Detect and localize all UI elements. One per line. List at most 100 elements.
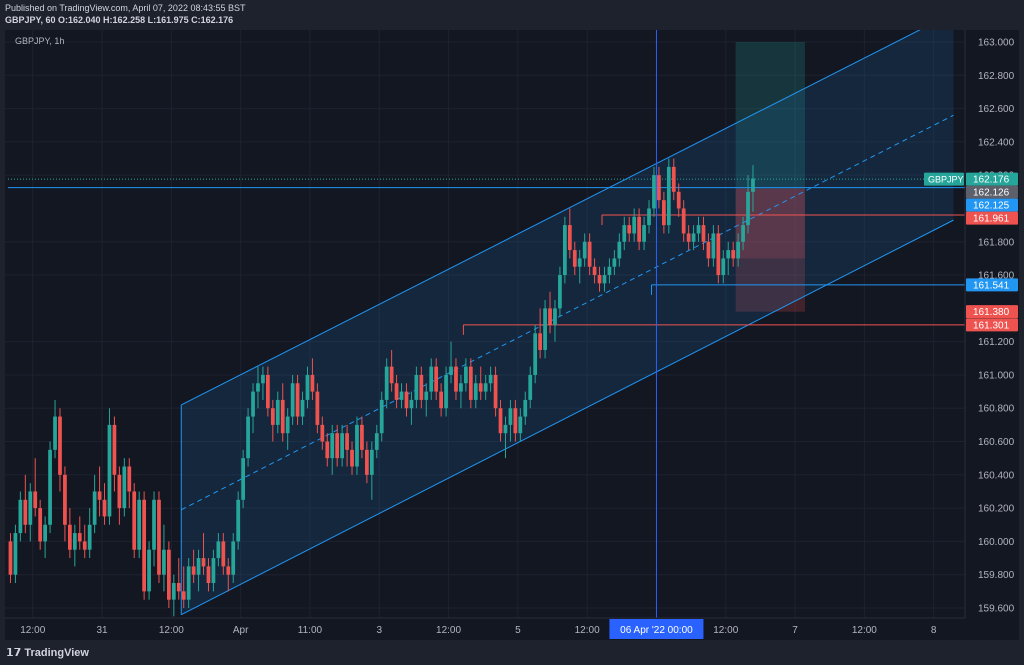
candle-body — [82, 541, 87, 550]
candle-body — [365, 449, 369, 475]
candle-body — [731, 250, 736, 259]
candle-body — [701, 225, 706, 242]
chart-svg[interactable]: 163.000162.800162.600162.400162.200161.8… — [5, 30, 1019, 640]
chart-pane[interactable]: 163.000162.800162.600162.400162.200161.8… — [5, 30, 1019, 640]
candle-body — [97, 491, 102, 500]
candle-body — [741, 225, 745, 242]
crosshair-time-label: 06 Apr '22 00:00 — [620, 625, 693, 636]
x-tick-label: Apr — [233, 625, 249, 636]
candle-body — [622, 225, 627, 242]
price-label-badge — [966, 305, 1018, 319]
price-label-badge — [966, 278, 1018, 292]
candle-body — [592, 266, 597, 276]
candle-body — [43, 524, 47, 542]
candle-body — [305, 374, 310, 400]
y-tick-label: 159.600 — [978, 604, 1015, 615]
candle-body — [300, 399, 305, 417]
x-tick-label: 12:00 — [20, 625, 45, 636]
x-tick-label: 31 — [96, 625, 108, 636]
y-tick-label: 160.800 — [978, 404, 1015, 415]
candle-body — [483, 383, 488, 392]
candle-body — [330, 433, 335, 459]
candle-body — [92, 491, 97, 525]
candle-body — [434, 366, 439, 392]
candle-body — [112, 424, 117, 475]
time-axis-bg — [5, 618, 1019, 640]
candle-body — [221, 541, 226, 567]
candle-body — [652, 175, 656, 209]
crosshair-time-badge — [609, 619, 704, 639]
candle-body — [612, 258, 617, 267]
candle-body — [181, 591, 186, 600]
y-tick-label: 159.800 — [978, 570, 1015, 581]
tradingview-logo: 𝟭𝟳 TradingView — [6, 646, 89, 659]
price-label-text: 161.541 — [973, 280, 1010, 291]
candle-body — [211, 558, 216, 584]
candle-body — [627, 225, 632, 234]
candle-body — [662, 200, 666, 226]
candle-body — [162, 549, 166, 575]
candle-body — [266, 374, 270, 409]
y-tick-label: 162.400 — [978, 137, 1015, 148]
candle-body — [157, 499, 161, 575]
candle-body — [290, 383, 295, 417]
candles — [8, 158, 755, 617]
candle-body — [473, 383, 478, 400]
target-zone — [735, 42, 805, 189]
channel-upper-line — [181, 30, 921, 406]
candle-body — [721, 258, 726, 276]
channel-fill — [181, 30, 954, 615]
candle-body — [384, 366, 389, 400]
price-label-text: 162.176 — [973, 175, 1010, 186]
price-label-badge — [966, 318, 1018, 332]
candle-body — [58, 416, 62, 475]
candle-body — [137, 499, 142, 550]
candle-body — [464, 366, 468, 384]
candle-body — [236, 499, 241, 542]
candle-body — [523, 399, 528, 417]
brand-text: TradingView — [24, 647, 89, 659]
candle-body — [548, 308, 552, 325]
candle-body — [325, 441, 330, 459]
candle-body — [63, 474, 67, 525]
candle-body — [68, 524, 72, 550]
candle-body — [127, 466, 132, 492]
candle-body — [315, 391, 320, 425]
x-tick-label: 12:00 — [159, 625, 184, 636]
candle-body — [414, 374, 419, 400]
candle-body — [642, 225, 646, 242]
candle-body — [251, 391, 255, 417]
candle-body — [191, 566, 196, 575]
candle-body — [18, 499, 23, 534]
candle-body — [72, 533, 77, 550]
candle-body — [350, 449, 354, 467]
candle-body — [493, 374, 498, 409]
candle-body — [449, 366, 453, 375]
x-tick-label: 8 — [931, 625, 937, 636]
candle-body — [533, 333, 538, 375]
candle-body — [478, 383, 483, 392]
candle-body — [369, 449, 374, 475]
y-tick-label: 161.000 — [978, 370, 1015, 381]
published-note: Published on TradingView.com, April 07, … — [5, 3, 246, 13]
candle-body — [285, 416, 290, 434]
candle-body — [399, 391, 404, 400]
x-tick-label: 12:00 — [436, 625, 461, 636]
candle-body — [666, 166, 671, 226]
x-tick-label: 11:00 — [298, 625, 323, 636]
x-tick-label: 5 — [515, 625, 521, 636]
y-tick-label: 160.400 — [978, 470, 1015, 481]
y-tick-label: 160.600 — [978, 437, 1015, 448]
price-axis: 163.000162.800162.600162.400162.200161.8… — [964, 30, 1019, 640]
candle-body — [8, 541, 13, 575]
candle-body — [419, 374, 424, 400]
price-label-text: 161.301 — [973, 320, 1010, 331]
candle-body — [711, 233, 716, 259]
candle-body — [607, 266, 612, 276]
candle-body — [503, 424, 508, 434]
symbol-tag-badge — [924, 172, 964, 186]
x-tick-label: 7 — [792, 625, 798, 636]
candle-body — [275, 399, 280, 425]
candle-body — [751, 178, 755, 192]
candle-body — [226, 566, 231, 575]
